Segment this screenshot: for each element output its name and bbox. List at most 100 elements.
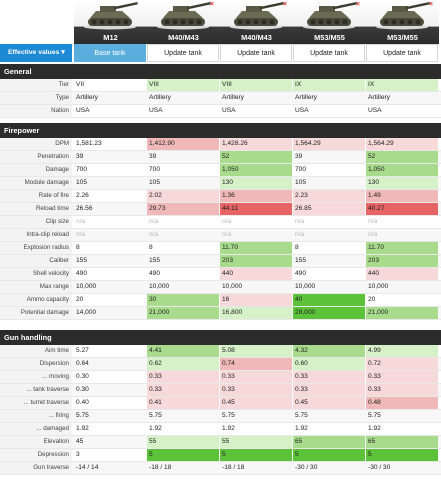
value-cell: Artillery [295,94,317,101]
value-cell: 105 [149,179,161,186]
value-cell: 0.45 [293,397,365,409]
row-label: Clip size [0,216,72,228]
row-label: ... moving [0,371,72,383]
table-row: Reload time 26.56 29.73 44.11 26.85 40.27 [0,203,441,216]
value-cell: 65 [366,436,438,448]
value-cell: 8 [76,244,80,251]
value-cell: 39 [149,153,157,160]
remove-tank-icon[interactable]: × [428,1,433,8]
value-cell: 8 [149,244,153,251]
remove-tank-icon[interactable]: × [209,1,214,8]
value-cell: 0.30 [76,386,89,393]
table-row: Depression 3 5 5 5 5 [0,449,441,462]
value-cell: 0.60 [293,358,365,370]
table-row: ... moving 0.30 0.33 0.33 0.33 0.33 [0,371,441,384]
value-cell: 2.23 [293,190,365,202]
tank-name: M12 [103,33,118,42]
value-cell: 2.02 [147,190,219,202]
update-tank-button[interactable]: Update tank [147,44,219,62]
value-cell: 0.62 [147,358,219,370]
value-cell: 21,000 [366,307,438,319]
value-cell: Artillery [149,94,171,101]
tank-header: M12 M40/M43 × M40/M43 × M53/M55 × M53/M55 × [0,0,441,44]
value-cell: 0.48 [366,397,438,409]
value-cell: 105 [295,179,307,186]
value-cell: n/a [295,218,305,225]
row-label: Aim time [0,345,72,357]
tank-image [78,0,142,30]
row-label: Potential damage [0,307,72,319]
row-label: Depression [0,449,72,461]
value-cell: n/a [368,218,378,225]
section-header: General [0,64,441,79]
value-cell: 0.40 [76,399,89,406]
value-cell: 44.11 [220,203,292,215]
value-cell: 8 [295,244,299,251]
row-label: Max range [0,281,72,293]
value-cell: 0.33 [220,384,292,396]
value-cell: 39 [295,153,303,160]
value-cell: USA [149,107,163,114]
tank-image [224,0,288,30]
value-cell: n/a [149,231,159,238]
row-label: Tier [0,79,72,91]
value-cell: Artillery [368,94,390,101]
value-cell: 1,050 [366,164,438,176]
value-cell: 0.33 [293,384,365,396]
table-row: Aim time 5.27 4.41 5.08 4.32 4.99 [0,345,441,358]
value-cell: 490 [149,270,161,277]
table-row: Nation USA USA USA USA USA [0,105,441,118]
update-tank-button[interactable]: Update tank [293,44,365,62]
value-cell: 155 [149,257,161,264]
value-cell: 5.75 [368,412,381,419]
value-cell: 10,000 [368,283,389,290]
row-label: Rate of fire [0,190,72,202]
value-cell: 40 [293,294,365,306]
value-cell: VII [76,81,85,88]
value-cell: 1.92 [368,425,381,432]
effective-values-dropdown[interactable]: Effective values ▾ [0,44,72,62]
value-cell: 10,000 [76,283,97,290]
value-cell: 11.70 [220,242,292,254]
value-cell: IX [366,79,438,91]
table-row: Module damage 105 105 130 105 130 [0,177,441,190]
value-cell: 11.70 [366,242,438,254]
table-row: Explosion radius 8 8 11.70 8 11.70 [0,242,441,255]
value-cell: 1,564.29 [366,138,438,150]
remove-tank-icon[interactable]: × [355,1,360,8]
row-label: DPM [0,138,72,150]
value-cell: 0.33 [366,371,438,383]
row-label: Explosion radius [0,242,72,254]
value-cell: 30 [147,294,219,306]
update-tank-button[interactable]: Update tank [366,44,438,62]
remove-tank-icon[interactable]: × [282,1,287,8]
tank-column-4: M53/M55 × [293,0,366,44]
update-tank-button[interactable]: Update tank [220,44,292,62]
tank-column-2: M40/M43 × [147,0,220,44]
row-label: ... tank traverse [0,384,72,396]
table-row: ... tank traverse 0.30 0.33 0.33 0.33 0.33 [0,384,441,397]
table-row: Potential damage 14,000 21,000 16,800 28,000… [0,307,441,320]
row-label: Damage [0,164,72,176]
value-cell: 130 [366,177,438,189]
table-row: Damage 700 700 1,050 700 1,050 [0,164,441,177]
row-label: Shell velocity [0,268,72,280]
row-label: Gun traverse [0,462,72,474]
row-label: Caliber [0,255,72,267]
value-cell: 203 [220,255,292,267]
value-cell: 0.45 [220,397,292,409]
table-row: Ammo capacity 20 30 16 40 20 [0,294,441,307]
row-label: Ammo capacity [0,294,72,306]
value-cell: 40.27 [366,203,438,215]
value-cell: USA [368,107,382,114]
value-cell: 5.75 [295,412,308,419]
value-cell: 1,564.29 [293,138,365,150]
table-row: ... firing 5.75 5.75 5.75 5.75 5.75 [0,410,441,423]
value-cell: 20 [368,296,376,303]
value-cell: IX [293,79,365,91]
value-cell: 700 [295,166,307,173]
value-cell: 4.32 [293,345,365,357]
value-cell: 26.85 [293,203,365,215]
value-cell: 130 [220,177,292,189]
base-tank-button[interactable]: Base tank [74,44,146,62]
